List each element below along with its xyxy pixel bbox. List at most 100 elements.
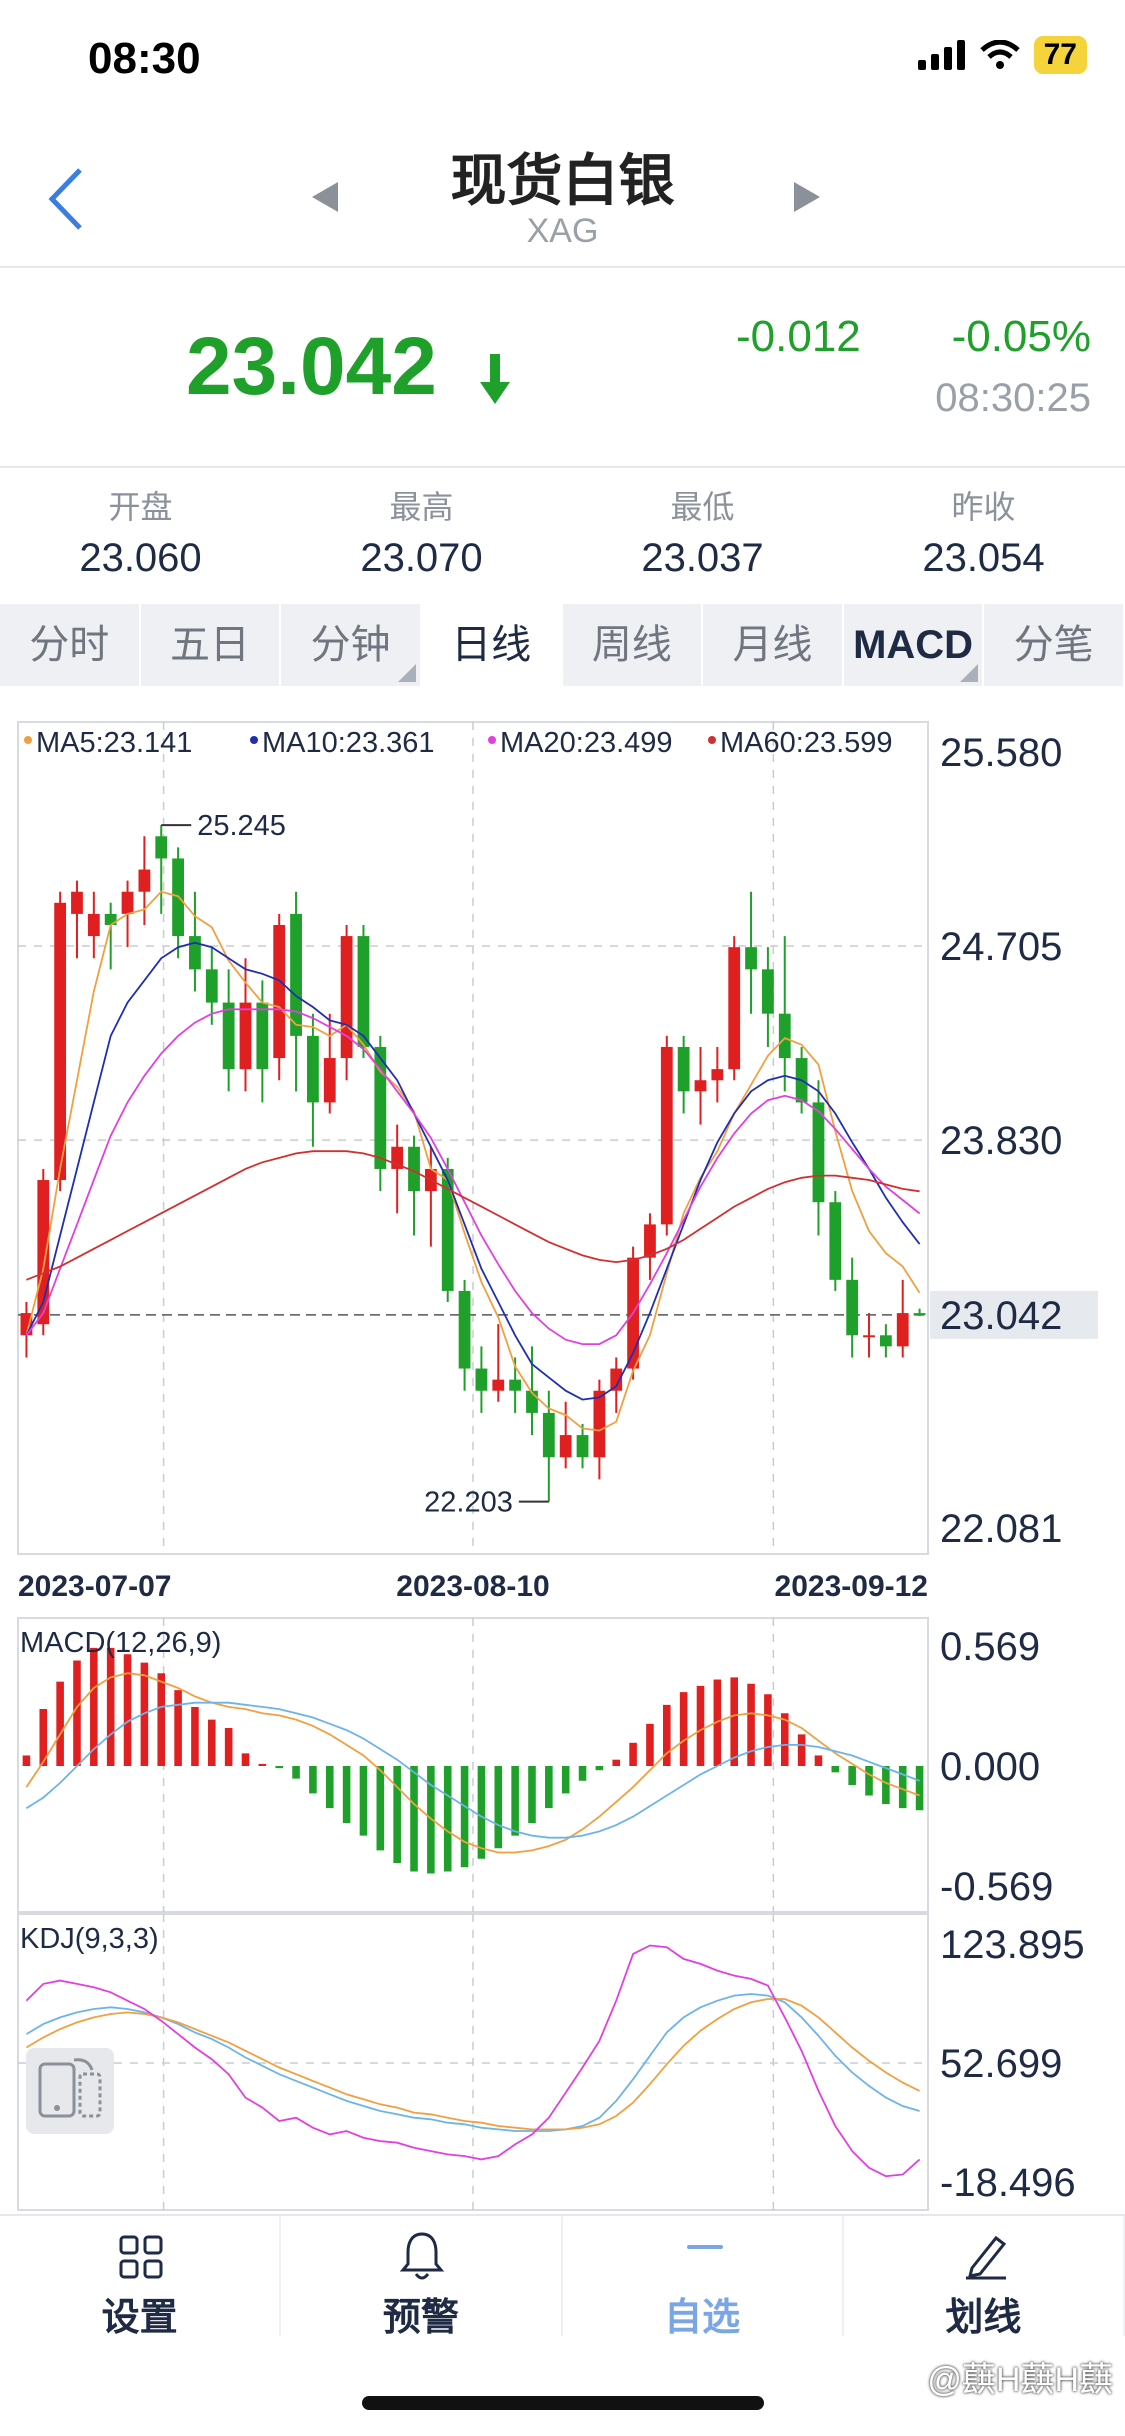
ma20-line — [25, 1008, 921, 1345]
price-change-pct: -0.05% — [951, 312, 1091, 361]
candle-body — [812, 1102, 825, 1203]
back-arrow-icon[interactable] — [46, 166, 86, 232]
tab-weekly[interactable]: 周线 — [563, 604, 704, 686]
nav-label: 自选 — [664, 2297, 741, 2339]
symbol-code: XAG — [526, 212, 599, 250]
stat-value: 23.070 — [360, 536, 483, 580]
candle-body — [290, 913, 302, 1036]
prev-close-stat: 昨收 23.054 — [843, 482, 1124, 581]
y-tick-label: 23.830 — [940, 1119, 1062, 1163]
candle-body — [762, 969, 774, 1014]
candle-body — [863, 1335, 875, 1338]
stat-label: 最低 — [670, 489, 735, 525]
candle-body — [340, 936, 353, 1059]
period-tabs: 分时 五日 分钟 日线 周线 月线 MACD 分笔 — [0, 604, 1125, 686]
tab-intraday[interactable]: 分时 — [0, 604, 141, 686]
dea-line — [25, 1701, 920, 1839]
tab-daily[interactable]: 日线 — [421, 604, 563, 686]
next-symbol-icon[interactable] — [792, 180, 822, 214]
tab-five-day[interactable]: 五日 — [141, 604, 282, 686]
nav-watchlist[interactable]: 自选 — [563, 2216, 844, 2339]
candle-body — [138, 869, 151, 892]
rotate-screen-icon — [38, 2058, 102, 2118]
kdj-title: KDJ(9,3,3) — [20, 1923, 159, 1955]
candle-body — [357, 936, 370, 1047]
nav-draw[interactable]: 划线 — [844, 2216, 1125, 2339]
stat-value: 23.054 — [922, 536, 1045, 580]
wifi-icon — [979, 40, 1020, 69]
candle-body — [408, 1146, 420, 1192]
candle-body — [273, 924, 286, 1059]
ma60-line — [26, 1150, 920, 1281]
candle-body — [728, 947, 741, 1070]
candle-body — [54, 902, 67, 1181]
candle-body — [189, 936, 201, 970]
candle-body — [374, 1046, 387, 1169]
candle-body — [610, 1368, 623, 1391]
battery-indicator: 77 — [1033, 36, 1087, 74]
legend-dot — [708, 736, 716, 744]
y-tick-label: 25.580 — [940, 731, 1062, 775]
dif-line — [25, 1672, 920, 1854]
candle-body — [121, 891, 134, 914]
dropdown-corner-icon — [397, 664, 416, 682]
x-tick-label: 2023-08-10 — [396, 1570, 549, 1603]
last-price: 23.042 — [186, 321, 437, 412]
candle-body — [542, 1412, 555, 1458]
tab-monthly[interactable]: 月线 — [703, 604, 844, 686]
signal-icon — [917, 40, 965, 70]
nav-settings[interactable]: 设置 — [0, 2216, 282, 2339]
candle-body — [458, 1290, 471, 1369]
high-stat: 最高 23.070 — [281, 482, 562, 581]
status-icons: 77 — [917, 36, 1087, 74]
candle-body — [104, 913, 117, 925]
candle-body — [475, 1368, 488, 1391]
price-chart[interactable]: MA5:23.141 MA10:23.361 MA20:23.499 MA60:23.… — [0, 700, 1125, 2212]
macd-y-tick: 0.000 — [940, 1745, 1040, 1789]
macd-y-tick: -0.569 — [940, 1865, 1053, 1909]
macd-y-tick: 0.569 — [940, 1625, 1040, 1669]
kdj-y-tick: 52.699 — [940, 2042, 1062, 2086]
legend-label: MA10:23.361 — [262, 727, 435, 759]
candle-body — [239, 1002, 252, 1070]
candle-body — [222, 1002, 235, 1070]
ma5-line — [25, 890, 921, 1432]
nav-alert[interactable]: 预警 — [281, 2216, 563, 2339]
current-price-tag: 23.042 — [940, 1294, 1062, 1338]
dropdown-corner-icon — [960, 664, 979, 682]
ma10-line — [25, 941, 921, 1401]
tab-macd[interactable]: MACD — [844, 604, 985, 686]
macd-title: MACD(12,26,9) — [20, 1627, 221, 1659]
tab-ticks[interactable]: 分笔 — [984, 604, 1125, 686]
candle-body — [896, 1313, 909, 1347]
candle-body — [307, 1035, 319, 1103]
y-tick-label: 22.081 — [940, 1507, 1062, 1551]
candle-body — [694, 1080, 707, 1092]
landscape-button[interactable] — [26, 2048, 114, 2134]
home-indicator — [362, 2396, 764, 2410]
tab-minute[interactable]: 分钟 — [281, 604, 422, 686]
minus-icon — [686, 2245, 723, 2249]
legend-dot — [250, 736, 258, 744]
candle-body — [711, 1069, 724, 1081]
x-tick-label: 2023-09-12 — [775, 1570, 928, 1603]
candle-body — [526, 1390, 538, 1413]
bottom-nav: 设置 预警 自选 划线 — [0, 2214, 1125, 2339]
legend-label: MA5:23.141 — [36, 727, 192, 759]
candle-body — [492, 1379, 505, 1391]
open-stat: 开盘 23.060 — [0, 482, 281, 581]
candle-body — [745, 947, 757, 970]
nav-label: 划线 — [945, 2297, 1022, 2339]
low-stat: 最低 23.037 — [562, 482, 843, 581]
y-tick-label: 24.705 — [940, 925, 1062, 969]
k-line — [25, 1993, 920, 2132]
candle-body — [87, 913, 100, 937]
legend-dot — [24, 736, 32, 744]
candle-body — [559, 1435, 572, 1458]
candle-body — [913, 1313, 926, 1316]
candle-body — [323, 1058, 336, 1103]
pencil-icon — [965, 2235, 1006, 2280]
tab-label: 分钟 — [310, 623, 391, 667]
prev-symbol-icon[interactable] — [310, 180, 340, 214]
down-arrow-icon — [480, 354, 510, 404]
